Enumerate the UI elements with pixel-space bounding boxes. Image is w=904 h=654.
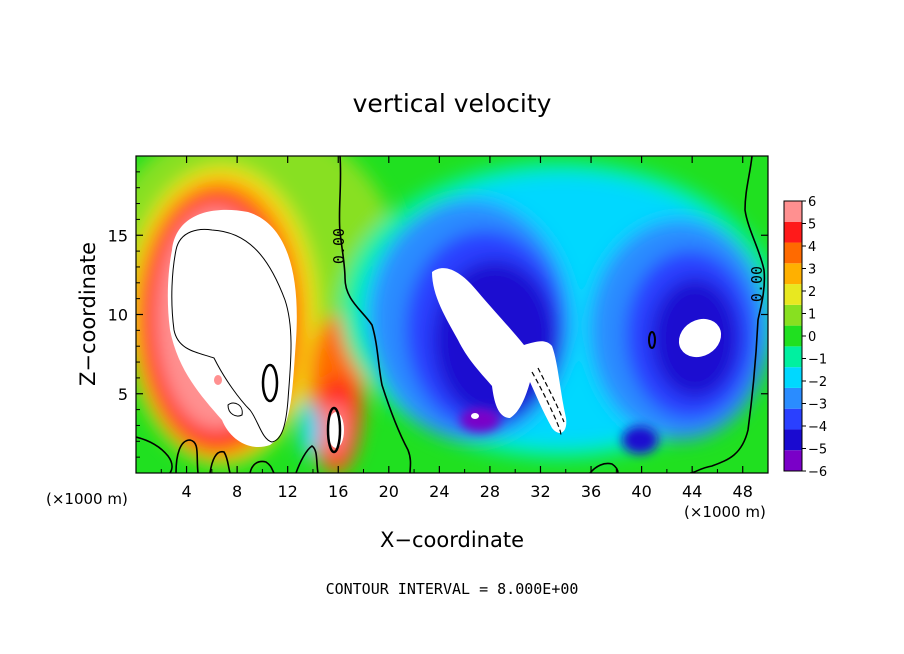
y-tick-label: 10 [108,306,128,325]
colorbar-label: −2 [808,375,827,390]
downdraft-core-west [432,268,567,433]
x-unit-label: (×1000 m) [684,503,766,521]
colorbar: −6 −5 −4 −3 −2 −1 0 1 2 3 4 5 6 [783,195,827,480]
x-tick-label: 44 [682,482,702,501]
colorbar-swatch [784,387,802,409]
colorbar-swatch [784,263,802,285]
x-tick-label: 4 [181,482,191,501]
y-tick-label: 15 [108,226,128,245]
chart-title: vertical velocity [353,89,552,118]
colorbar-label: 3 [808,263,816,278]
updraft-core [167,209,297,448]
colorbar-swatch [784,346,802,368]
colorbar-label: 6 [808,195,816,210]
contour-lines [136,156,766,473]
y-axis-label: Z−coordinate [76,242,100,386]
downdraft-core-east [678,318,722,358]
x-tick-label: 36 [581,482,601,501]
colorbar-swatch [784,408,802,430]
colorbar-label: 0 [808,330,816,345]
colorbar-swatch [784,201,802,222]
y-axis: 5 10 15 [108,171,768,458]
velocity-field [136,156,768,473]
x-tick-label: 32 [530,482,550,501]
x-axis-label: X−coordinate [380,528,524,552]
x-axis: 4 8 12 16 20 24 28 32 36 40 44 48 [160,156,753,501]
x-tick-label: 40 [631,482,651,501]
colorbar-label: 5 [808,218,816,233]
colorbar-label: 1 [808,308,816,323]
x-tick-label: 28 [480,482,500,501]
colorbar-label: −1 [808,353,827,368]
y-tick-label: 5 [118,385,128,404]
colorbar-label: −5 [808,443,827,458]
x-tick-label: 8 [232,482,242,501]
colorbar-swatch [784,284,802,305]
colorbar-swatch [784,221,802,243]
y-unit-label: (×1000 m) [46,490,128,508]
colorbar-swatch [784,304,802,326]
colorbar-label: 4 [808,240,816,255]
colorbar-swatch [784,429,802,451]
x-tick-label: 16 [328,482,348,501]
colorbar-swatch [784,325,802,347]
colorbar-swatch [784,367,802,388]
colorbar-swatch [784,450,802,471]
colorbar-label: −6 [808,465,827,480]
colorbar-label: −4 [808,420,827,435]
x-tick-label: 24 [429,482,449,501]
contour-interval-footer: CONTOUR INTERVAL = 8.000E+00 [326,580,579,598]
x-tick-label: 48 [733,482,753,501]
contour-label-west: 0.00 [330,228,348,264]
x-tick-label: 20 [379,482,399,501]
x-tick-label: 12 [278,482,298,501]
colorbar-label: 2 [808,285,816,300]
colorbar-swatch [784,242,802,264]
contour-label-east: 0.00 [748,266,766,302]
colorbar-label: −3 [808,398,827,413]
